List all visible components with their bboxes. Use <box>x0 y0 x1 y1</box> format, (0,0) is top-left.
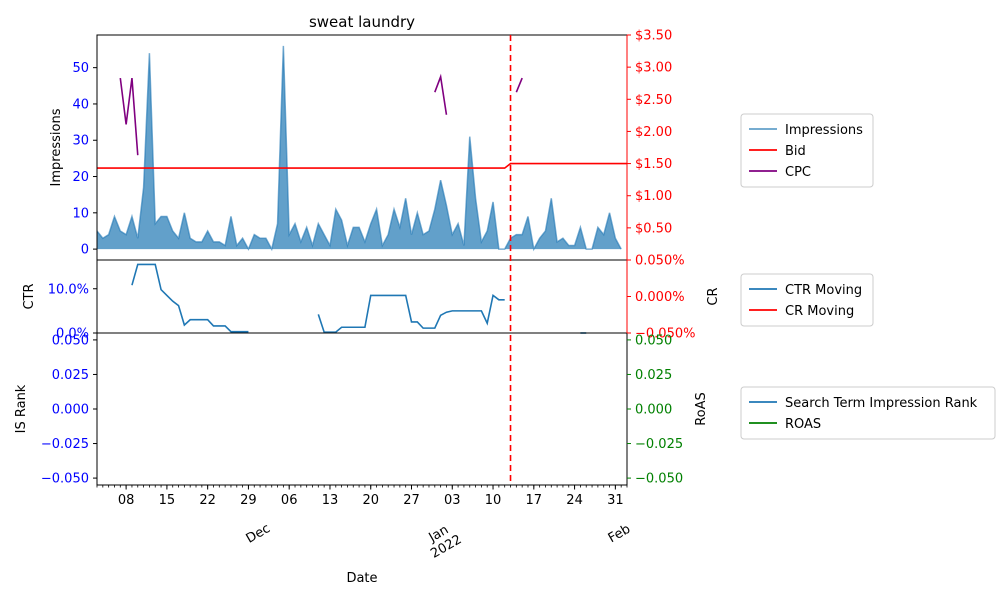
x-tick-label: 31 <box>607 493 624 508</box>
legend-bottom-label: ROAS <box>785 417 821 432</box>
bid-axis-tick-label: $1.00 <box>635 189 672 204</box>
bid-axis-tick-label: $3.00 <box>635 61 672 76</box>
bid-axis-tick-label: $3.50 <box>635 29 672 44</box>
rank-axis-title: IS Rank <box>14 384 29 433</box>
roas-axis-tick-label: 0.000 <box>635 403 672 418</box>
legend-middle-label: CR Moving <box>785 304 854 319</box>
impressions-axis-title: Impressions <box>49 108 64 186</box>
cpc-line-segment-1 <box>434 73 448 115</box>
rank-axis-tick-label: −0.025 <box>41 437 89 452</box>
impressions-axis-tick-label: 20 <box>72 170 89 185</box>
bid-line <box>97 162 627 169</box>
bid-axis-tick-label: $0.50 <box>635 221 672 236</box>
legend-middle-box <box>740 273 874 327</box>
ctr-axis-tick-label: 0.0% <box>56 327 89 342</box>
cr-axis-tick-label: 0.050% <box>635 254 685 269</box>
cpc-line-segment-0 <box>119 77 139 156</box>
roas-axis-tick-label: −0.025 <box>635 437 683 452</box>
impressions-axis-tick-label: 40 <box>72 97 89 112</box>
rank-axis-tick-label: 0.025 <box>52 368 89 383</box>
legend-top-label: Bid <box>785 144 806 159</box>
impressions-axis-tick-label: 10 <box>72 206 89 221</box>
legend-bottom-box <box>740 386 996 440</box>
x-tick-label: 15 <box>159 493 176 508</box>
x-tick-label: 06 <box>281 493 298 508</box>
legend-top-label: Impressions <box>785 123 863 138</box>
legend-middle-label: CTR Moving <box>785 283 862 298</box>
x-axis-label: Date <box>346 571 377 586</box>
x-tick-label: 08 <box>118 493 135 508</box>
roas-axis-title: RoAS <box>694 392 709 426</box>
impressions-line <box>96 45 622 252</box>
x-tick-label: 27 <box>403 493 420 508</box>
rank-axis-tick-label: 0.050 <box>52 333 89 348</box>
bid-axis-tick-label: $2.00 <box>635 125 672 140</box>
ctr-axis-title: CTR <box>22 283 37 309</box>
impressions-axis-tick-label: 30 <box>72 134 89 149</box>
x-tick-label: 13 <box>322 493 339 508</box>
x-tick-label: 22 <box>199 493 216 508</box>
legend-top-box <box>740 113 874 188</box>
chart-title: sweat laundry <box>309 13 415 31</box>
x-tick-label: 03 <box>444 493 461 508</box>
roas-axis-tick-label: −0.050 <box>635 472 683 487</box>
cpc-line-segment-2 <box>515 77 523 93</box>
impressions-axis-tick-label: 0 <box>81 243 89 258</box>
x-tick-label: 10 <box>485 493 502 508</box>
roas-axis-tick-label: 0.025 <box>635 368 672 383</box>
cr-axis-title: CR <box>706 287 721 305</box>
rank-axis-tick-label: −0.050 <box>41 472 89 487</box>
x-tick-label: 29 <box>240 493 257 508</box>
bid-axis-tick-label: $1.50 <box>635 157 672 172</box>
cr-axis-tick-label: −0.050% <box>635 327 695 342</box>
roas-axis-tick-label: 0.050 <box>635 333 672 348</box>
bid-axis-tick-label: $2.50 <box>635 93 672 108</box>
x-tick-label: 24 <box>566 493 583 508</box>
legend-bottom-label: Search Term Impression Rank <box>785 396 978 411</box>
rank-axis-tick-label: 0.000 <box>52 403 89 418</box>
ctr-line-segment-1 <box>317 293 505 333</box>
legend-top-label: CPC <box>785 165 811 180</box>
x-tick-label: 17 <box>526 493 543 508</box>
ctr-axis-tick-label: 10.0% <box>48 282 89 297</box>
impressions-axis-tick-label: 50 <box>72 61 89 76</box>
cr-axis-tick-label: 0.000% <box>635 290 685 305</box>
ctr-line-segment-0 <box>131 263 249 333</box>
x-tick-label: 20 <box>362 493 379 508</box>
